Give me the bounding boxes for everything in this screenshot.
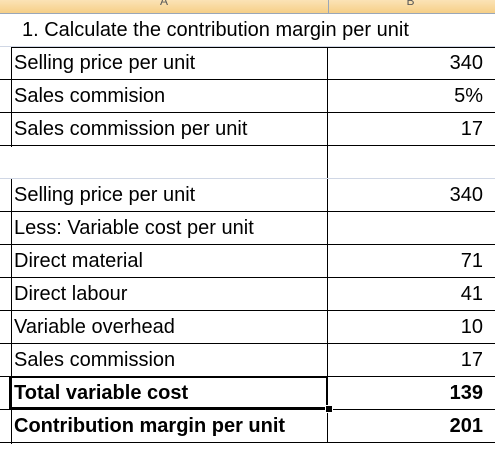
table-row: Selling price per unit 340	[0, 179, 495, 212]
label-cell[interactable]: Sales commission	[0, 344, 328, 376]
table-row: Variable overhead 10	[0, 311, 495, 344]
label-cell[interactable]: Direct material	[0, 245, 328, 277]
title-cell[interactable]: 1. Calculate the contribution margin per…	[22, 19, 409, 41]
table-row: Direct labour 41	[0, 278, 495, 311]
table-row: Sales commision 5%	[0, 80, 495, 113]
label-cell[interactable]: Selling price per unit	[0, 47, 328, 79]
value-cell[interactable]: 17	[460, 118, 483, 140]
label-cell[interactable]: Variable overhead	[0, 311, 328, 343]
table-row: Direct material 71	[0, 245, 495, 278]
label-cell[interactable]: Selling price per unit	[0, 179, 328, 211]
label-cell[interactable]: Total variable cost	[0, 377, 328, 409]
column-header-b[interactable]: B	[406, 0, 415, 8]
value-cell[interactable]: 71	[460, 250, 483, 272]
label-cell[interactable]: Contribution margin per unit	[0, 410, 328, 442]
title-row: 1. Calculate the contribution margin per…	[0, 14, 495, 47]
value-cell[interactable]: 5%	[454, 85, 483, 107]
empty-row	[0, 146, 495, 179]
value-cell[interactable]: 41	[460, 283, 483, 305]
table-row: Sales commission per unit 17	[0, 113, 495, 146]
table-row: Less: Variable cost per unit	[0, 212, 495, 245]
label-cell[interactable]: Sales commission per unit	[0, 113, 328, 145]
value-cell[interactable]: 10	[460, 316, 483, 338]
empty-cell[interactable]	[328, 146, 493, 178]
label-cell[interactable]: Less: Variable cost per unit	[0, 212, 328, 244]
label-cell[interactable]: Direct labour	[0, 278, 328, 310]
table-row: Sales commission 17	[0, 344, 495, 377]
value-cell[interactable]	[328, 212, 493, 244]
value-cell[interactable]: 17	[460, 349, 483, 371]
column-header-a[interactable]: A	[0, 0, 329, 14]
table-row: Total variable cost 139	[0, 377, 495, 410]
table-row: Contribution margin per unit 201	[0, 410, 495, 443]
value-cell[interactable]: 139	[449, 382, 483, 404]
value-cell[interactable]: 340	[449, 184, 483, 206]
spreadsheet-grid: 1. Calculate the contribution margin per…	[0, 14, 495, 443]
column-headers: A B	[0, 0, 495, 14]
value-cell[interactable]: 340	[449, 52, 483, 74]
value-cell[interactable]: 201	[449, 415, 483, 437]
empty-cell[interactable]	[0, 146, 328, 178]
label-cell[interactable]: Sales commision	[0, 80, 328, 112]
table-row: Selling price per unit 340	[0, 47, 495, 80]
